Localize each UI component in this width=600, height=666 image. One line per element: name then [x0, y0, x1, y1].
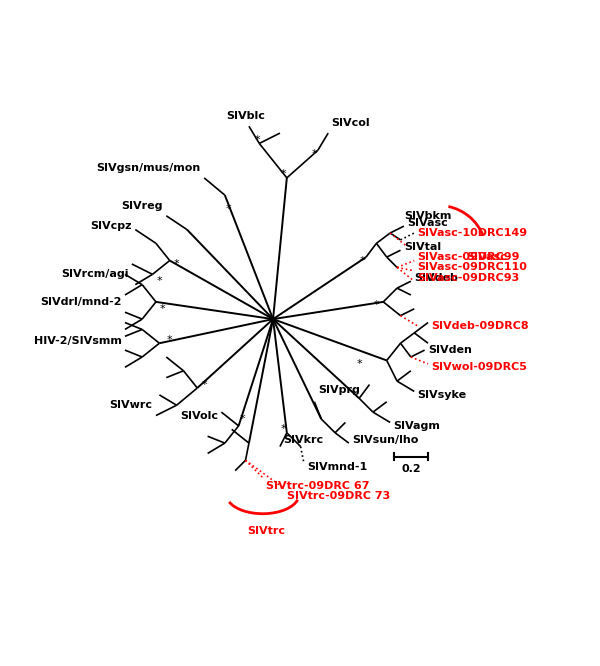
Text: SIVasc: SIVasc: [407, 218, 448, 228]
Text: *: *: [360, 256, 365, 266]
Text: *: *: [255, 135, 260, 145]
Text: *: *: [311, 149, 317, 159]
Text: SIVsun/lho: SIVsun/lho: [352, 435, 419, 445]
Text: *: *: [356, 359, 362, 369]
Text: SIVsyke: SIVsyke: [418, 390, 467, 400]
Text: *: *: [281, 169, 286, 179]
Text: SIVrcm/agi: SIVrcm/agi: [61, 269, 128, 279]
Text: SIVdeb: SIVdeb: [414, 273, 458, 283]
Text: SIVgsn/mus/mon: SIVgsn/mus/mon: [97, 163, 201, 172]
Text: *: *: [174, 259, 179, 269]
Text: SIVmnd-1: SIVmnd-1: [308, 462, 368, 472]
Text: SIVdeb-09DRC8: SIVdeb-09DRC8: [431, 321, 529, 331]
Text: SIVden: SIVden: [428, 345, 472, 355]
Text: *: *: [374, 300, 379, 310]
Text: SIVtrc: SIVtrc: [247, 525, 285, 535]
Text: SIVwrc: SIVwrc: [110, 400, 152, 410]
Text: SIVtrc-09DRC 73: SIVtrc-09DRC 73: [287, 492, 390, 501]
Text: SIVblc: SIVblc: [226, 111, 265, 121]
Text: SIVasc-09DRC99: SIVasc-09DRC99: [418, 252, 520, 262]
Text: SIVasc-10DRC149: SIVasc-10DRC149: [418, 228, 528, 238]
Text: *: *: [226, 204, 231, 214]
Text: SIVcpz: SIVcpz: [91, 221, 132, 231]
Text: SIVasc: SIVasc: [466, 252, 506, 262]
Text: *: *: [202, 380, 207, 390]
Text: SIVdrl/mnd-2: SIVdrl/mnd-2: [40, 297, 121, 307]
Text: SIVolc: SIVolc: [180, 410, 218, 420]
Text: *: *: [167, 335, 173, 345]
Text: HIV-2/SIVsmm: HIV-2/SIVsmm: [34, 336, 121, 346]
Text: SIVprg: SIVprg: [318, 385, 360, 395]
Text: *: *: [239, 414, 245, 424]
Text: *: *: [157, 276, 162, 286]
Text: 0.2: 0.2: [401, 464, 421, 474]
Text: SIVtal: SIVtal: [404, 242, 441, 252]
Text: SIVagm: SIVagm: [394, 421, 440, 431]
Text: SIVreg: SIVreg: [121, 200, 163, 210]
Text: SIVkrc: SIVkrc: [283, 435, 323, 445]
Text: SIVbkm: SIVbkm: [404, 210, 451, 220]
Text: *: *: [160, 304, 166, 314]
Text: SIVtrc-09DRC 67: SIVtrc-09DRC 67: [266, 481, 370, 491]
Text: SIVwol-09DRC5: SIVwol-09DRC5: [431, 362, 527, 372]
Text: *: *: [281, 424, 286, 434]
Text: SIVcol: SIVcol: [332, 118, 370, 128]
Text: SIVasc-09DRC93: SIVasc-09DRC93: [418, 273, 520, 283]
Text: SIVasc-09DRC110: SIVasc-09DRC110: [418, 262, 527, 272]
